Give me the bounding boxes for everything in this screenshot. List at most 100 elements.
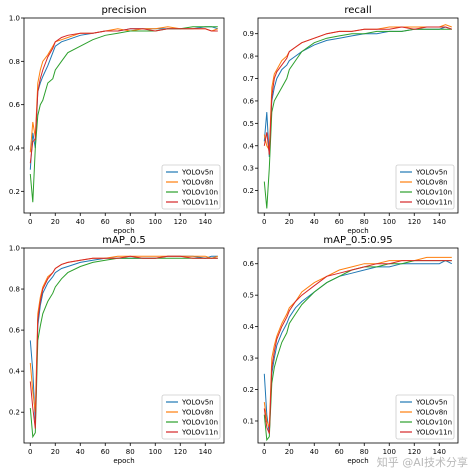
y-tick-label-0-0: 0.2	[9, 188, 20, 196]
x-tick-label-1-3: 60	[335, 218, 344, 226]
x-tick-label-3-3: 60	[335, 448, 344, 456]
chart-title-1: recall	[344, 5, 371, 16]
x-tick-label-1-2: 40	[310, 218, 319, 226]
x-tick-label-0-3: 60	[101, 218, 110, 226]
chart-title-2: mAP_0.5	[102, 235, 146, 246]
axes-frame-2	[23, 247, 225, 444]
x-tick-label-3-0: 0	[262, 448, 266, 456]
legend-label-0-0: YOLOv5n	[181, 169, 214, 177]
axes-frame-3	[257, 247, 459, 444]
x-tick-label-1-4: 80	[360, 218, 369, 226]
x-tick-label-2-7: 140	[199, 448, 212, 456]
x-tick-label-2-5: 100	[149, 448, 162, 456]
y-tick-label-2-1: 0.4	[9, 368, 21, 376]
x-tick-label-0-0: 0	[28, 218, 32, 226]
x-tick-label-3-7: 140	[433, 448, 446, 456]
x-tick-label-1-1: 20	[285, 218, 294, 226]
legend-label-3-0: YOLOv5n	[415, 399, 448, 407]
subplot-3: mAP_0.5:0.95 0 20 40 60 80 100 120 140 0.1 0.2 0.3 0…	[243, 235, 459, 465]
chart-title-0: precision	[101, 5, 146, 16]
legend-label-1-3: YOLOv11n	[415, 199, 452, 207]
axes-frame-0	[23, 17, 225, 214]
x-tick-label-0-2: 40	[76, 218, 85, 226]
series-line-0-1	[29, 26, 218, 153]
y-tick-label-3-2: 0.3	[243, 355, 254, 363]
legend-label-1-0: YOLOv5n	[415, 169, 448, 177]
y-tick-label-3-0: 0.1	[243, 417, 254, 425]
y-tick-label-2-3: 0.8	[9, 286, 20, 294]
y-tick-label-0-3: 0.8	[9, 58, 20, 66]
y-tick-label-3-3: 0.4	[243, 323, 255, 331]
y-tick-label-2-0: 0.2	[9, 409, 20, 417]
series-line-2-1	[29, 255, 218, 413]
y-tick-label-2-4: 1.0	[9, 245, 20, 253]
x-tick-label-2-3: 60	[101, 448, 110, 456]
y-tick-label-1-1: 0.3	[243, 165, 254, 173]
y-tick-label-0-2: 0.6	[9, 101, 21, 109]
x-axis-label-0: epoch	[113, 227, 134, 235]
x-tick-label-2-0: 0	[28, 448, 32, 456]
y-tick-label-1-0: 0.2	[243, 187, 254, 195]
y-tick-label-0-1: 0.4	[9, 145, 21, 153]
series-line-2-2	[29, 257, 218, 439]
legend-label-3-3: YOLOv11n	[415, 429, 452, 437]
series-line-1-3	[263, 26, 452, 155]
x-tick-label-2-2: 40	[76, 448, 85, 456]
y-tick-label-1-3: 0.5	[243, 120, 254, 128]
y-tick-label-1-7: 0.9	[243, 30, 254, 38]
y-tick-label-1-4: 0.6	[243, 97, 255, 105]
series-line-2-3	[29, 255, 218, 429]
x-tick-label-1-0: 0	[262, 218, 266, 226]
watermark: 知乎 @AI技术分享	[376, 456, 468, 469]
y-tick-label-3-5: 0.6	[243, 260, 255, 268]
series-line-3-1	[263, 256, 452, 428]
y-tick-label-2-2: 0.6	[9, 327, 21, 335]
subplot-1: recall 0 20 40 60 80 100 120 140 0.2 0.3 0.4 0.5 0.6 0…	[243, 5, 459, 235]
legend-label-2-1: YOLOv8n	[181, 409, 214, 417]
x-axis-label-1: epoch	[347, 227, 368, 235]
legend-label-2-2: YOLOv10n	[181, 419, 218, 427]
y-tick-label-1-5: 0.7	[243, 75, 254, 83]
y-tick-label-3-4: 0.5	[243, 292, 254, 300]
x-tick-label-3-5: 100	[383, 448, 396, 456]
x-tick-label-2-1: 20	[51, 448, 60, 456]
series-line-1-0	[263, 26, 452, 158]
x-tick-label-0-6: 120	[174, 218, 187, 226]
legend-label-3-1: YOLOv8n	[415, 409, 448, 417]
axes-frame-1	[257, 17, 459, 214]
legend-box-3	[395, 394, 455, 440]
x-tick-label-3-6: 120	[408, 448, 421, 456]
y-tick-label-0-4: 1.0	[9, 15, 20, 23]
chart-title-3: mAP_0.5:0.95	[323, 235, 392, 246]
x-tick-label-0-5: 100	[149, 218, 162, 226]
legend-label-2-0: YOLOv5n	[181, 399, 214, 407]
x-tick-label-1-6: 120	[408, 218, 421, 226]
subplot-0: precision 0 20 40 60 80 100 120 140 0.2 0.4 0.6 0.8 1…	[9, 5, 225, 235]
y-tick-label-3-1: 0.2	[243, 386, 254, 394]
x-tick-label-0-7: 140	[199, 218, 212, 226]
legend-label-0-2: YOLOv10n	[181, 189, 218, 197]
x-tick-label-2-4: 80	[126, 448, 135, 456]
legend-box-1	[395, 164, 455, 210]
legend-label-1-2: YOLOv10n	[415, 189, 452, 197]
x-tick-label-3-4: 80	[360, 448, 369, 456]
x-axis-label-3: epoch	[347, 457, 368, 465]
x-axis-label-2: epoch	[113, 457, 134, 465]
series-line-0-3	[29, 28, 218, 164]
x-tick-label-0-1: 20	[51, 218, 60, 226]
x-tick-label-1-7: 140	[433, 218, 446, 226]
legend-label-0-3: YOLOv11n	[181, 199, 218, 207]
series-line-1-1	[263, 24, 452, 152]
legend-label-2-3: YOLOv11n	[181, 429, 218, 437]
legend-label-3-2: YOLOv10n	[415, 419, 452, 427]
subplot-2: mAP_0.5 0 20 40 60 80 100 120 140 0.2 0.4 0.6 0.8 1.0…	[9, 235, 225, 465]
x-tick-label-3-1: 20	[285, 448, 294, 456]
series-line-0-0	[29, 26, 218, 170]
y-tick-label-1-6: 0.8	[243, 53, 254, 61]
x-tick-label-0-4: 80	[126, 218, 135, 226]
legend-box-0	[161, 164, 221, 210]
legend-box-2	[161, 394, 221, 440]
series-line-3-3	[263, 260, 452, 434]
x-tick-label-3-2: 40	[310, 448, 319, 456]
